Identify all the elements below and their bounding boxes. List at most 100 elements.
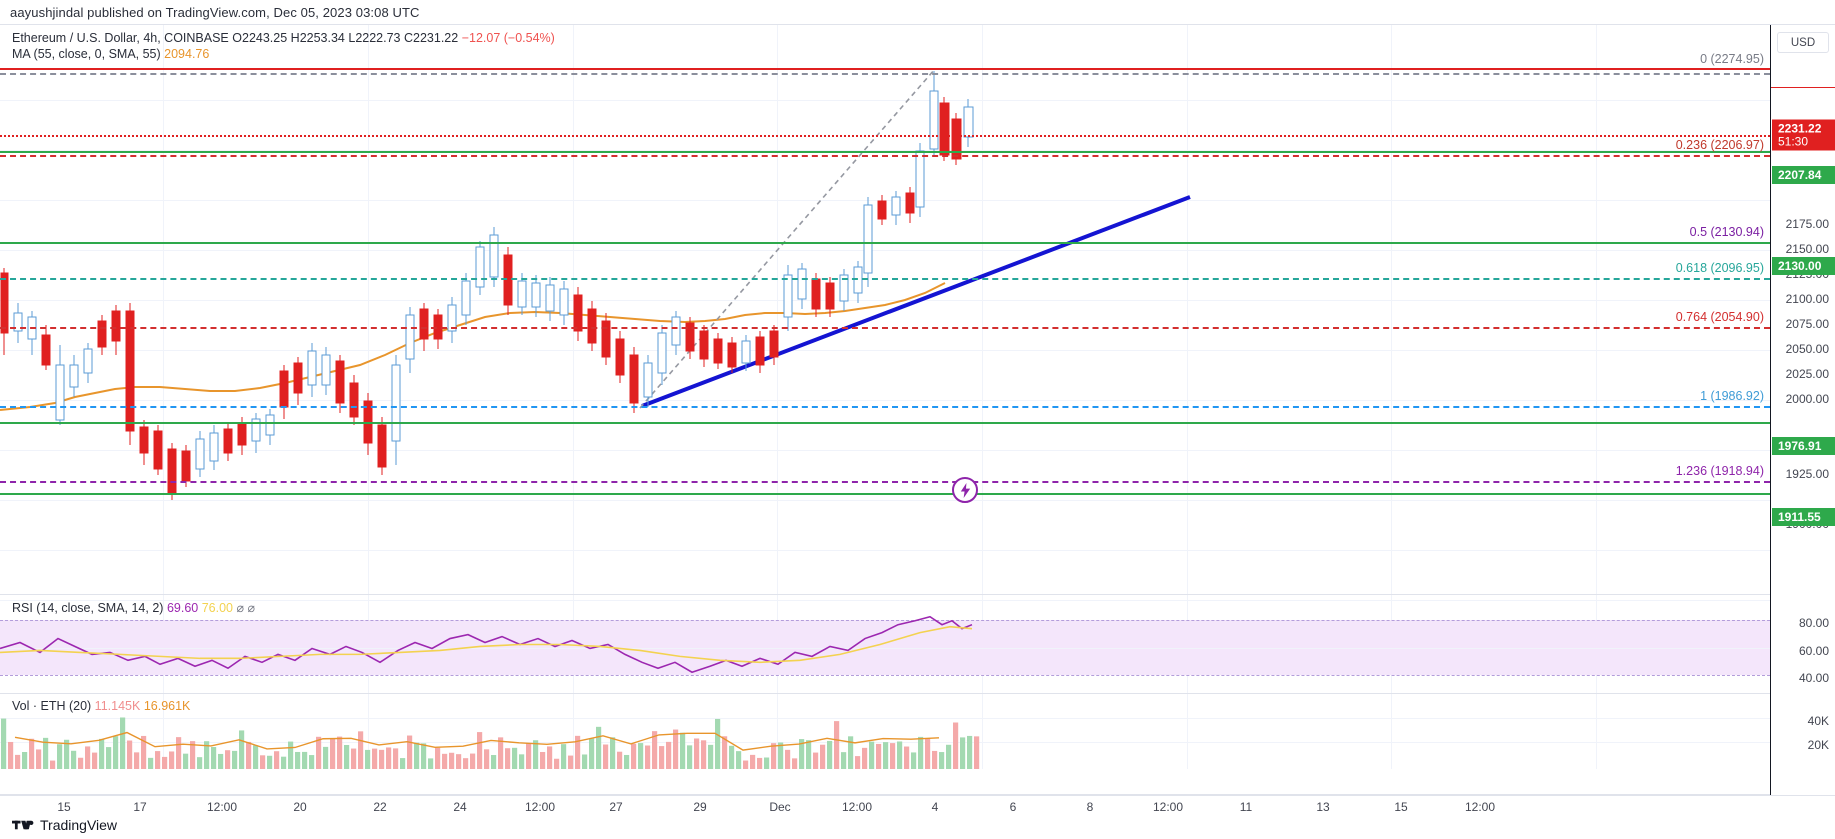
time-tick: 15	[57, 800, 71, 814]
volume-bar	[806, 740, 812, 769]
last-price-badge: 2231.22 51:30	[1772, 119, 1835, 151]
publish-bar: aayushjindal published on TradingView.co…	[0, 0, 1835, 24]
volume-bar	[162, 756, 168, 769]
time-tick: 24	[453, 800, 467, 814]
volume-bar	[575, 735, 581, 769]
time-tick: 12:00	[841, 800, 873, 814]
volume-bar	[715, 718, 721, 769]
fib-label-1236: 1.236 (1918.94)	[1675, 464, 1764, 478]
time-tick: 12:00	[1152, 800, 1184, 814]
volume-bar	[127, 740, 133, 769]
volume-bar	[904, 746, 910, 769]
volume-bar	[659, 746, 665, 769]
volume-bar	[71, 750, 77, 769]
volume-bar	[918, 736, 924, 769]
volume-bar	[946, 744, 952, 769]
rsi-tick-80: 80.00	[1798, 616, 1829, 630]
volume-bar	[687, 745, 693, 769]
footer: TradingView	[12, 817, 117, 833]
lightning-bolt-icon[interactable]	[952, 477, 978, 503]
time-tick: 12:00	[206, 800, 238, 814]
volume-bar	[400, 758, 406, 769]
volume-bar	[813, 752, 819, 769]
volume-bar	[351, 748, 357, 769]
volume-bar	[295, 751, 301, 769]
level-line-2130	[0, 242, 1770, 244]
volume-bar	[568, 755, 574, 769]
volume-bar	[232, 750, 238, 769]
volume-bar	[225, 750, 231, 769]
axis-tick-1925: 1925.00	[1785, 467, 1829, 481]
volume-bar	[386, 747, 392, 769]
volume-bar	[967, 735, 973, 769]
vol-tick-40k: 40K	[1807, 714, 1829, 728]
volume-bar	[176, 737, 182, 769]
volume-bar	[197, 757, 203, 769]
time-tick: 13	[1316, 800, 1330, 814]
currency-chip[interactable]: USD	[1777, 32, 1829, 53]
volume-bar	[407, 735, 413, 769]
volume-bar	[274, 751, 280, 769]
fib-label-0764: 0.764 (2054.90)	[1675, 310, 1764, 324]
volume-bar	[113, 736, 119, 769]
volume-bar	[344, 744, 350, 769]
volume-bar	[561, 744, 567, 769]
volume-ma-line	[14, 731, 940, 751]
volume-bar	[358, 731, 364, 769]
volume-bar	[148, 757, 154, 769]
level-badge-1911: 1911.55	[1772, 508, 1835, 526]
fib-label-0: 0 (2274.95)	[1700, 52, 1764, 66]
fib-line-0764	[0, 327, 1770, 329]
volume-bar	[57, 744, 63, 769]
volume-bar	[596, 726, 602, 769]
rsi-pane[interactable]: RSI (14, close, SMA, 14, 2) 69.60 76.00 …	[0, 594, 1770, 693]
time-tick: 12:00	[524, 800, 556, 814]
axis-tick-2050: 2050.00	[1785, 342, 1829, 356]
volume-bar	[484, 749, 490, 769]
volume-bar	[834, 721, 840, 769]
volume-bar	[974, 736, 980, 769]
volume-bar	[519, 754, 525, 769]
volume-bar	[316, 736, 322, 769]
rsi-level-80	[0, 620, 1770, 621]
time-tick: 8	[1086, 800, 1094, 814]
volume-bar	[638, 743, 644, 769]
volume-bar	[260, 755, 266, 769]
volume-bar	[421, 743, 427, 769]
price-pane[interactable]: 0 (2274.95) 0.236 (2206.97) 0.5 (2130.94…	[0, 25, 1770, 594]
axis-tick-2100: 2100.00	[1785, 292, 1829, 306]
volume-bar	[897, 741, 903, 769]
volume-bar	[547, 746, 553, 769]
time-tick: 29	[693, 800, 707, 814]
volume-bar	[736, 751, 742, 769]
volume-bar	[540, 751, 546, 769]
volume-bar	[582, 754, 588, 769]
volume-bar	[330, 738, 336, 769]
time-tick: 4	[931, 800, 939, 814]
volume-bar	[932, 750, 938, 769]
volume-bar	[890, 743, 896, 769]
volume-bar	[435, 747, 441, 769]
fib-line-1236	[0, 481, 1770, 483]
volume-bar	[141, 735, 147, 769]
price-series	[0, 68, 1191, 500]
volume-pane[interactable]: Vol · ETH (20) 11.145K 16.961K	[0, 693, 1770, 769]
volume-bar	[939, 752, 945, 769]
price-axis[interactable]: USD 2250.00 2200.00 2175.00 2150.00 2125…	[1770, 25, 1835, 796]
volume-bar	[785, 749, 791, 769]
time-axis[interactable]: 15 17 12:00 20 22 24 12:00 27 29 Dec 12:00 4 6 8 12:00…	[0, 795, 1835, 817]
fib-line-1	[0, 406, 1770, 408]
axis-tick-2025: 2025.00	[1785, 367, 1829, 381]
publish-text: aayushjindal published on TradingView.co…	[10, 4, 420, 20]
level-badge-2130: 2130.00	[1772, 257, 1835, 275]
volume-bar	[666, 741, 672, 769]
volume-bar	[211, 747, 217, 769]
volume-bar	[729, 745, 735, 769]
volume-series	[1, 717, 980, 769]
volume-bar	[526, 743, 532, 769]
axis-tick-2075: 2075.00	[1785, 317, 1829, 331]
last-price-line	[0, 135, 1770, 137]
volume-bar	[50, 760, 56, 769]
volume-bar	[22, 751, 28, 769]
rsi-shaded-band	[0, 620, 1770, 675]
